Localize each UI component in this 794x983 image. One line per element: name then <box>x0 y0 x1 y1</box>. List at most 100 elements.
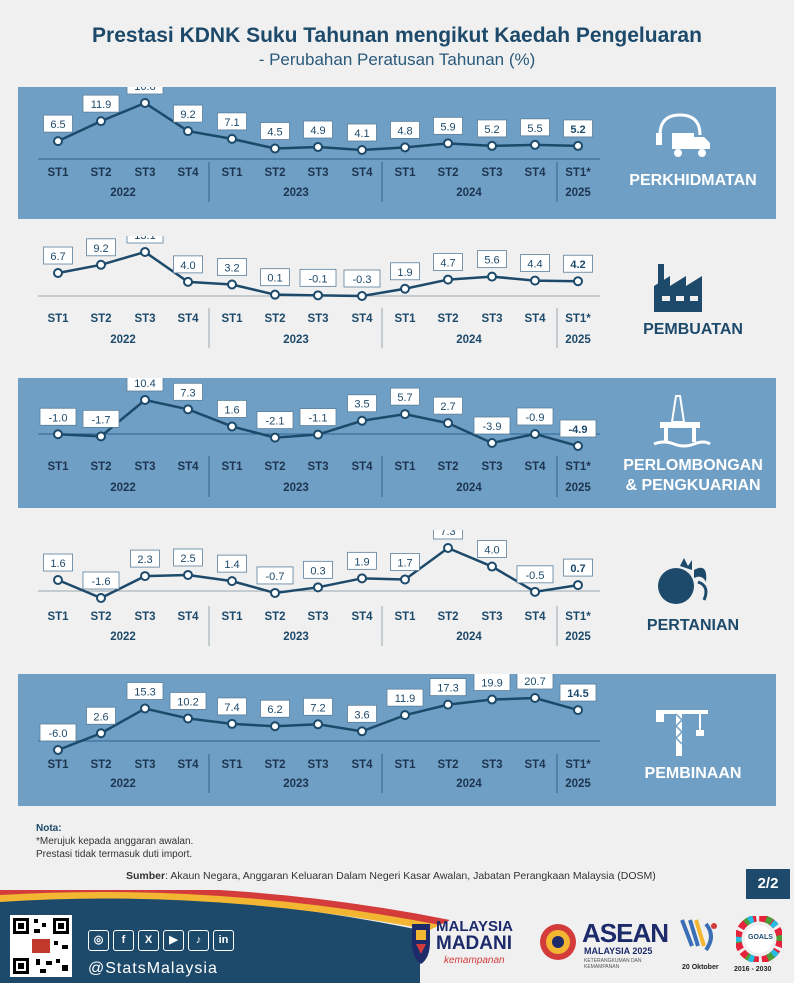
tick-label: ST1* <box>565 461 591 473</box>
facebook-icon[interactable]: f <box>113 930 134 951</box>
tick-label: ST3 <box>307 313 328 325</box>
data-label: 5.5 <box>520 118 550 137</box>
data-label-text: 4.5 <box>267 127 282 139</box>
chart-panel-4: 1.6 -1.6 2.3 2.5 1.4 -0.7 0.3 1.9 1.7 7.3 4.0 -0.5 0… <box>18 530 776 652</box>
data-point <box>487 694 497 705</box>
year-label: 2024 <box>456 631 482 643</box>
source-label: Sumber <box>126 870 166 882</box>
data-point <box>400 142 410 153</box>
year-label: 2025 <box>565 778 591 790</box>
data-label-text: 4.1 <box>354 128 369 140</box>
data-label: 4.4 <box>520 254 550 272</box>
tick-label: ST4 <box>177 167 199 179</box>
sector-label-line: PEMBINAAN <box>644 765 742 782</box>
data-point <box>270 432 280 443</box>
data-label-text: 4.2 <box>570 259 585 271</box>
data-label: 10.2 <box>169 692 207 710</box>
tick-label: ST2 <box>437 759 458 771</box>
youtube-icon[interactable]: ▶ <box>163 930 184 951</box>
x-icon[interactable]: X <box>138 930 159 951</box>
data-label: 7.2 <box>303 697 333 716</box>
data-label-text: -0.7 <box>266 571 285 583</box>
data-label: 5.2 <box>477 119 507 138</box>
data-label-text: -1.0 <box>49 412 68 424</box>
tick-label: ST3 <box>134 611 155 623</box>
instagram-icon[interactable]: ◎ <box>88 930 109 951</box>
data-label-text: 1.4 <box>224 559 239 571</box>
social-handle[interactable]: @StatsMalaysia <box>88 960 218 977</box>
data-point <box>140 98 150 108</box>
data-point <box>53 268 63 279</box>
year-label: 2024 <box>456 334 482 346</box>
data-label-text: 3.2 <box>224 263 239 275</box>
data-label: 4.0 <box>477 540 507 558</box>
data-label-text: 1.7 <box>397 557 412 569</box>
data-label: 7.3 <box>433 530 463 540</box>
data-label: -1.6 <box>82 571 120 590</box>
sector-label-line: PERTANIAN <box>646 617 740 634</box>
tick-label: ST4 <box>524 167 546 179</box>
tick-label: ST1 <box>47 313 69 325</box>
sector-label-line: PEMBUATAN <box>643 321 743 338</box>
sdg-years: 2016 - 2030 <box>734 966 772 973</box>
tick-label: ST1 <box>221 461 243 473</box>
data-point <box>400 574 410 585</box>
data-label-text: 2.6 <box>93 711 108 723</box>
tick-label: ST4 <box>351 167 373 179</box>
data-label-text: 4.0 <box>484 545 499 557</box>
data-point <box>573 580 583 591</box>
tick-label: ST1* <box>565 167 591 179</box>
data-label-text: 1.9 <box>354 556 369 568</box>
data-point <box>313 290 323 301</box>
data-point <box>530 139 540 150</box>
year-label: 2024 <box>456 482 482 494</box>
data-point <box>227 576 237 587</box>
data-point <box>183 276 193 287</box>
data-label-text: 5.2 <box>484 124 499 136</box>
tick-label: ST3 <box>481 167 502 179</box>
data-label: -0.3 <box>343 269 381 288</box>
line-chart-2: 6.7 9.2 13.1 4.0 3.2 0.1 -0.1 -0.3 1.9 4.7 5.6 4.4 4… <box>38 236 600 348</box>
data-point <box>270 587 280 598</box>
tick-label: ST1* <box>565 313 591 325</box>
tick-label: ST1 <box>47 461 69 473</box>
tick-label: ST2 <box>437 461 458 473</box>
data-label: 1.9 <box>347 551 377 570</box>
data-label-text: -2.1 <box>266 416 285 428</box>
sector-label-line: & PENGKUARIAN <box>625 477 761 494</box>
sector-label: PERTANIAN <box>608 616 778 636</box>
data-label-text: 0.1 <box>267 273 282 285</box>
tick-label: ST2 <box>264 461 285 473</box>
tick-label: ST3 <box>307 611 328 623</box>
data-label: 2.6 <box>86 706 116 725</box>
data-label: 5.7 <box>390 387 420 406</box>
madani-top: MALAYSIA <box>436 918 513 935</box>
data-point <box>270 143 280 154</box>
qr-code[interactable] <box>10 915 72 977</box>
year-label: 2022 <box>110 334 136 346</box>
data-point <box>227 133 237 144</box>
year-label: 2023 <box>283 482 309 494</box>
tick-label: ST3 <box>307 167 328 179</box>
data-label-text: 16.8 <box>134 87 155 93</box>
data-point <box>140 703 150 714</box>
tick-label: ST4 <box>177 759 199 771</box>
year-label: 2023 <box>283 334 309 346</box>
tick-label: ST4 <box>524 461 546 473</box>
data-label: -2.1 <box>256 411 294 429</box>
tick-label: ST1 <box>394 313 416 325</box>
data-label: -0.9 <box>516 407 554 426</box>
data-point <box>227 421 237 432</box>
data-label: 19.9 <box>473 674 511 691</box>
year-label: 2025 <box>565 482 591 494</box>
tick-label: ST1 <box>221 611 243 623</box>
data-label-text: -0.9 <box>526 412 545 424</box>
data-label-text: 15.3 <box>134 687 155 699</box>
data-label: 7.1 <box>217 112 247 131</box>
tiktok-icon[interactable]: ♪ <box>188 930 209 951</box>
linkedin-icon[interactable]: in <box>213 930 234 951</box>
data-point <box>573 276 583 287</box>
data-point <box>313 719 323 730</box>
data-point <box>573 705 583 716</box>
data-label: 5.2 <box>563 119 593 138</box>
